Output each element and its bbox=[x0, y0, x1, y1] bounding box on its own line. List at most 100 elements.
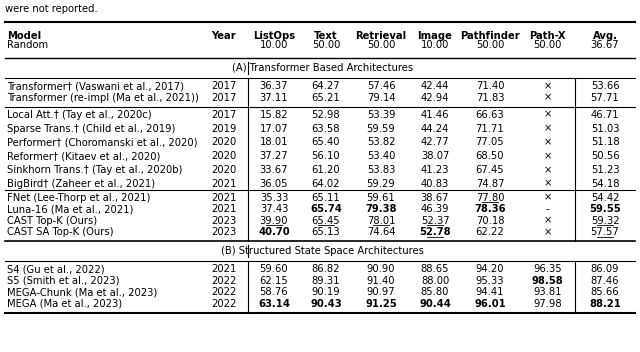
Text: MEGA-Chunk (Ma et al., 2023): MEGA-Chunk (Ma et al., 2023) bbox=[7, 287, 157, 297]
Text: 2021: 2021 bbox=[211, 204, 237, 214]
Text: 64.27: 64.27 bbox=[312, 81, 340, 91]
Text: 53.39: 53.39 bbox=[367, 110, 396, 120]
Text: 54.18: 54.18 bbox=[591, 179, 620, 189]
Text: 2022: 2022 bbox=[211, 276, 237, 286]
Text: 65.40: 65.40 bbox=[312, 137, 340, 147]
Text: 63.14: 63.14 bbox=[258, 299, 290, 309]
Text: 37.43: 37.43 bbox=[260, 204, 288, 214]
Text: 17.07: 17.07 bbox=[260, 124, 288, 134]
Text: 65.11: 65.11 bbox=[312, 193, 340, 203]
Text: 50.56: 50.56 bbox=[591, 151, 620, 161]
Text: 67.45: 67.45 bbox=[476, 165, 504, 175]
Text: 42.94: 42.94 bbox=[420, 93, 449, 102]
Text: MEGA (Ma et al., 2023): MEGA (Ma et al., 2023) bbox=[7, 299, 122, 309]
Text: 58.76: 58.76 bbox=[260, 287, 288, 297]
Text: 98.58: 98.58 bbox=[532, 276, 563, 286]
Text: 65.45: 65.45 bbox=[312, 216, 340, 226]
Text: 46.71: 46.71 bbox=[591, 110, 620, 120]
Text: 40.70: 40.70 bbox=[258, 227, 290, 237]
Text: 57.57: 57.57 bbox=[591, 227, 620, 237]
Text: 62.22: 62.22 bbox=[476, 227, 504, 237]
Text: 2022: 2022 bbox=[211, 287, 237, 297]
Text: Text: Text bbox=[314, 31, 338, 41]
Text: Random: Random bbox=[7, 40, 48, 50]
Text: 59.32: 59.32 bbox=[591, 216, 620, 226]
Text: Transformer† (Vaswani et al., 2017): Transformer† (Vaswani et al., 2017) bbox=[7, 81, 184, 91]
Text: ×: × bbox=[543, 81, 552, 91]
Text: Pathfinder: Pathfinder bbox=[460, 31, 520, 41]
Text: 65.21: 65.21 bbox=[312, 93, 340, 102]
Text: 63.58: 63.58 bbox=[312, 124, 340, 134]
Text: 38.67: 38.67 bbox=[420, 193, 449, 203]
Text: 68.50: 68.50 bbox=[476, 151, 504, 161]
Text: 79.14: 79.14 bbox=[367, 93, 396, 102]
Text: 59.61: 59.61 bbox=[367, 193, 396, 203]
Text: 70.18: 70.18 bbox=[476, 216, 504, 226]
Text: 53.40: 53.40 bbox=[367, 151, 395, 161]
Text: 85.80: 85.80 bbox=[421, 287, 449, 297]
Text: 36.37: 36.37 bbox=[260, 81, 288, 91]
Text: 40.83: 40.83 bbox=[421, 179, 449, 189]
Text: 2017: 2017 bbox=[211, 110, 237, 120]
Text: 2023: 2023 bbox=[211, 216, 237, 226]
Text: 53.82: 53.82 bbox=[367, 137, 396, 147]
Text: 2020: 2020 bbox=[211, 165, 237, 175]
Text: 50.00: 50.00 bbox=[312, 40, 340, 50]
Text: 51.18: 51.18 bbox=[591, 137, 620, 147]
Text: 77.05: 77.05 bbox=[476, 137, 504, 147]
Text: ×: × bbox=[543, 151, 552, 161]
Text: Performer† (Choromanski et al., 2020): Performer† (Choromanski et al., 2020) bbox=[7, 137, 198, 147]
Text: ×: × bbox=[543, 179, 552, 189]
Text: 52.98: 52.98 bbox=[312, 110, 340, 120]
Text: Luna-16 (Ma et al., 2021): Luna-16 (Ma et al., 2021) bbox=[7, 204, 133, 214]
Text: S5 (Smith et al., 2023): S5 (Smith et al., 2023) bbox=[7, 276, 120, 286]
Text: 62.15: 62.15 bbox=[260, 276, 289, 286]
Text: 36.05: 36.05 bbox=[260, 179, 288, 189]
Text: 89.31: 89.31 bbox=[312, 276, 340, 286]
Text: 57.71: 57.71 bbox=[591, 93, 620, 102]
Text: CAST Top-K (Ours): CAST Top-K (Ours) bbox=[7, 216, 97, 226]
Text: 54.42: 54.42 bbox=[591, 193, 620, 203]
Text: 90.19: 90.19 bbox=[312, 287, 340, 297]
Text: ×: × bbox=[543, 227, 552, 237]
Text: 18.01: 18.01 bbox=[260, 137, 288, 147]
Text: 2020: 2020 bbox=[211, 137, 237, 147]
Text: 50.00: 50.00 bbox=[533, 40, 562, 50]
Text: 51.03: 51.03 bbox=[591, 124, 620, 134]
Text: 35.33: 35.33 bbox=[260, 193, 288, 203]
Text: 90.43: 90.43 bbox=[310, 299, 342, 309]
Text: Sparse Trans.† (Child et al., 2019): Sparse Trans.† (Child et al., 2019) bbox=[7, 124, 175, 134]
Text: 64.02: 64.02 bbox=[312, 179, 340, 189]
Text: Sinkhorn Trans.† (Tay et al., 2020b): Sinkhorn Trans.† (Tay et al., 2020b) bbox=[7, 165, 182, 175]
Text: 90.44: 90.44 bbox=[419, 299, 451, 309]
Text: 51.23: 51.23 bbox=[591, 165, 620, 175]
Text: 90.90: 90.90 bbox=[367, 264, 396, 274]
Text: 90.97: 90.97 bbox=[367, 287, 396, 297]
Text: ×: × bbox=[543, 216, 552, 226]
Text: (A) Transformer Based Architectures: (A) Transformer Based Architectures bbox=[232, 63, 413, 73]
Text: S4 (Gu et al., 2022): S4 (Gu et al., 2022) bbox=[7, 264, 104, 274]
Text: ×: × bbox=[543, 165, 552, 175]
Text: 71.40: 71.40 bbox=[476, 81, 504, 91]
Text: 74.64: 74.64 bbox=[367, 227, 396, 237]
Text: 10.00: 10.00 bbox=[260, 40, 288, 50]
Text: Path-X: Path-X bbox=[529, 31, 566, 41]
Text: 37.11: 37.11 bbox=[260, 93, 288, 102]
Text: -: - bbox=[546, 204, 549, 214]
Text: 2021: 2021 bbox=[211, 264, 237, 274]
Text: 97.98: 97.98 bbox=[533, 299, 562, 309]
Text: 10.00: 10.00 bbox=[421, 40, 449, 50]
Text: 46.39: 46.39 bbox=[420, 204, 449, 214]
Text: ×: × bbox=[543, 193, 552, 203]
Text: 41.46: 41.46 bbox=[420, 110, 449, 120]
Text: BigBird† (Zaheer et al., 2021): BigBird† (Zaheer et al., 2021) bbox=[7, 179, 155, 189]
Text: 50.00: 50.00 bbox=[476, 40, 504, 50]
Text: 78.01: 78.01 bbox=[367, 216, 396, 226]
Text: Image: Image bbox=[417, 31, 452, 41]
Text: 53.66: 53.66 bbox=[591, 81, 620, 91]
Text: 41.23: 41.23 bbox=[420, 165, 449, 175]
Text: FNet (Lee-Thorp et al., 2021): FNet (Lee-Thorp et al., 2021) bbox=[7, 193, 150, 203]
Text: 52.37: 52.37 bbox=[420, 216, 449, 226]
Text: 94.41: 94.41 bbox=[476, 287, 504, 297]
Text: ×: × bbox=[543, 137, 552, 147]
